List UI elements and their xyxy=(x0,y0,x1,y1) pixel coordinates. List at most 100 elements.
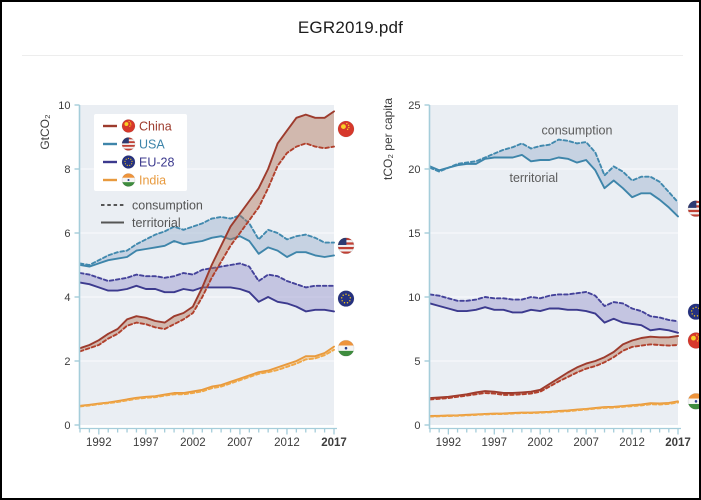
eu-flag-icon xyxy=(685,301,700,322)
india-flag-green xyxy=(338,350,354,357)
usa-flag-icon xyxy=(685,198,699,219)
china-flag-small-star xyxy=(130,124,132,126)
y-tick-label: 15 xyxy=(408,228,420,240)
usa-flag-stripe xyxy=(122,148,135,151)
china-flag-star xyxy=(691,335,696,341)
usa-flag-canton xyxy=(338,237,347,245)
flag-ring xyxy=(119,135,138,153)
eu-flag-star xyxy=(124,163,126,165)
x-tick-label: 2002 xyxy=(527,437,553,449)
eu-flag-star xyxy=(346,302,349,304)
x-tick-label: 2002 xyxy=(180,437,206,449)
india-flag-green xyxy=(688,403,699,410)
annotation-consumption: consumption xyxy=(542,124,613,138)
usa-flag-icon xyxy=(335,235,357,257)
china-flag-small-star xyxy=(346,128,349,131)
eu-flag-star xyxy=(125,158,127,160)
flag-ring xyxy=(119,117,138,135)
flag-art xyxy=(688,200,699,217)
annotation-territorial: territorial xyxy=(509,171,558,185)
y-tick-label: 2 xyxy=(64,356,70,368)
usa-flag-canton xyxy=(688,200,697,208)
x-tick-label: 2017 xyxy=(321,437,347,449)
flag-ring xyxy=(685,391,699,412)
y-tick-label: 20 xyxy=(408,164,420,176)
x-tick-label: 2017 xyxy=(665,437,691,449)
flag-art xyxy=(122,119,135,133)
india-flag-chakra xyxy=(127,178,130,182)
y-tick-label: 4 xyxy=(64,292,70,304)
flag-ring xyxy=(335,235,357,257)
china-flag-small-star xyxy=(698,338,699,340)
eu-flag-field xyxy=(122,155,135,169)
flag-outline xyxy=(337,237,355,255)
eu-flag-star xyxy=(127,157,130,160)
flag-ring xyxy=(335,118,357,140)
eu-flag-star xyxy=(340,297,343,299)
eu-flag-star xyxy=(131,160,133,162)
flag-outline xyxy=(121,119,136,133)
india-flag-green xyxy=(122,182,135,187)
eu-flag-star xyxy=(695,306,697,309)
emissions-charts: 0 2 4 6 8 10 1992 1997 2002 2007 2012 2017 GtCO₂ Chin… xyxy=(38,98,700,449)
y-axis-title: tCO₂ per capita xyxy=(381,98,395,180)
flag-outline xyxy=(121,137,136,151)
usa-flag-stripe xyxy=(688,209,699,213)
india-flag-saffron xyxy=(338,340,354,346)
eu-flag-field xyxy=(688,303,699,320)
china-flag-field xyxy=(688,332,699,349)
china-consumption-line xyxy=(79,142,335,353)
y-tick-label: 0 xyxy=(414,420,420,432)
eu-flag-star xyxy=(693,315,696,317)
legend-box xyxy=(94,114,187,191)
eu-flag-star xyxy=(129,164,131,166)
china-flag-small-star xyxy=(347,124,350,127)
china-territorial-line xyxy=(79,110,335,350)
usa-flag-field xyxy=(688,200,699,217)
eu-flag-star xyxy=(691,313,693,315)
china-flag-star xyxy=(341,124,346,129)
legend-label-consumption: consumption xyxy=(132,199,203,213)
usa-legend-flag-icon xyxy=(119,135,138,153)
usa-band xyxy=(80,215,334,267)
x-tick-label: 2012 xyxy=(274,437,300,449)
eu-band xyxy=(430,291,678,333)
india-flag-chakra xyxy=(344,346,348,350)
legend-label-usa: USA xyxy=(139,138,165,152)
china-flag-small-star xyxy=(696,340,699,342)
flag-art xyxy=(688,393,699,410)
india-flag-chakra xyxy=(694,400,698,403)
india-consumption-line xyxy=(429,401,679,418)
x-tick-label: 1992 xyxy=(436,437,462,449)
eu-flag-star xyxy=(341,300,343,302)
flag-ring xyxy=(119,153,138,171)
china-flag-small-star xyxy=(129,125,131,127)
usa-flag-stripe xyxy=(688,214,699,217)
flag-ring xyxy=(335,288,357,309)
y-tick-label: 25 xyxy=(408,100,420,112)
china-flag-small-star xyxy=(348,126,350,129)
india-consumption-line xyxy=(79,348,335,408)
flag-art xyxy=(338,290,354,307)
x-tick-label: 1992 xyxy=(86,437,112,449)
gtco2-chart: 0 2 4 6 8 10 1992 1997 2002 2007 2012 2017 GtCO₂ Chin… xyxy=(38,100,357,449)
flag-ring xyxy=(685,301,699,322)
y-tick-label: 8 xyxy=(64,164,70,176)
india-flag-saffron xyxy=(688,393,699,399)
eu-flag-star xyxy=(345,293,347,295)
china-flag-small-star xyxy=(129,122,132,124)
y-axis-title: GtCO₂ xyxy=(38,114,52,150)
eu-flag-star xyxy=(130,158,132,160)
percapita-chart: 0 5 10 15 20 25 1992 1997 2002 2007 2012 2017 tCO₂ p… xyxy=(381,98,700,449)
usa-territorial-line xyxy=(429,153,679,218)
eu-consumption-line xyxy=(429,290,679,323)
eu-flag-star xyxy=(696,315,699,317)
legend-label-territorial: territorial xyxy=(132,216,181,230)
eu-flag-star xyxy=(699,313,700,314)
china-flag-small-star xyxy=(128,120,130,123)
india-flag-saffron xyxy=(122,173,135,178)
flag-ring xyxy=(119,171,138,189)
flag-outline xyxy=(337,339,355,357)
flag-art xyxy=(688,332,699,349)
